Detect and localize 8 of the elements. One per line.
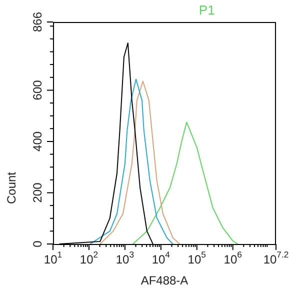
- y-tick-label: 400: [30, 131, 44, 152]
- y-tick-label: 0: [30, 240, 44, 248]
- y-axis-title: Count: [4, 171, 18, 204]
- y-tick-label: 866: [30, 12, 44, 32]
- chart-title: P1: [198, 2, 215, 18]
- y-tick-label: 200: [30, 182, 44, 203]
- x-axis-title: AF488-A: [140, 273, 188, 288]
- y-tick-label: 600: [30, 80, 44, 100]
